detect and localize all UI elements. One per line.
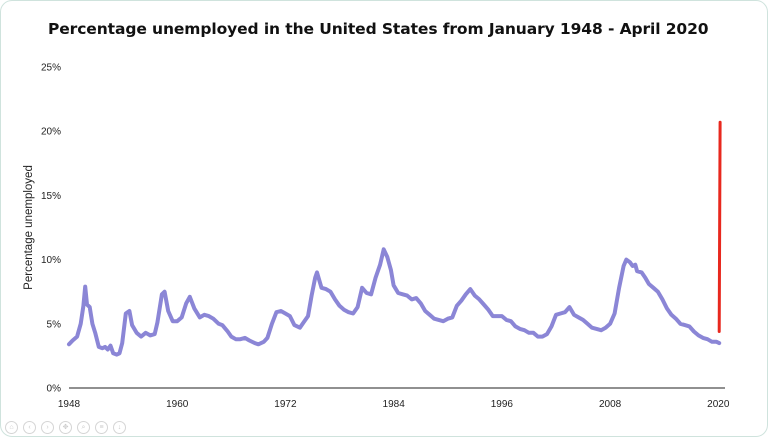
x-tick-label: 1948 <box>58 399 81 410</box>
unemployment-series-line <box>67 247 722 357</box>
config-icon[interactable]: ≡ <box>95 421 108 434</box>
series-group <box>67 120 722 357</box>
x-axis-ticks: 1948 1960 1972 1984 1996 2008 2020 <box>58 399 730 410</box>
pan-icon[interactable]: ✥ <box>59 421 72 434</box>
x-tick-label: 1996 <box>491 399 514 410</box>
y-tick-label: 10% <box>41 255 61 266</box>
x-tick-label: 1960 <box>166 399 189 410</box>
y-tick-label: 25% <box>41 63 61 74</box>
y-axis-label: Percentage unemployed <box>23 165 35 290</box>
y-tick-label: 15% <box>41 191 61 202</box>
back-icon[interactable]: ‹ <box>23 421 36 434</box>
x-tick-label: 1984 <box>383 399 406 410</box>
x-tick-label: 2008 <box>599 399 622 410</box>
y-tick-label: 5% <box>47 319 62 330</box>
y-tick-label: 20% <box>41 127 61 138</box>
forward-icon[interactable]: › <box>41 421 54 434</box>
x-tick-label: 2020 <box>707 399 730 410</box>
save-icon[interactable]: ↓ <box>113 421 126 434</box>
home-icon[interactable]: ⌂ <box>5 421 18 434</box>
y-tick-label: 0% <box>47 384 62 395</box>
x-tick-label: 1972 <box>274 399 297 410</box>
chart-toolbar: ⌂ ‹ › ✥ ⌕ ≡ ↓ <box>5 421 126 434</box>
y-axis-ticks: 0% 5% 10% 15% 20% 25% <box>41 63 61 395</box>
chart-title: Percentage unemployed in the United Stat… <box>48 20 709 38</box>
covid-spike-series-line <box>717 120 722 333</box>
zoom-icon[interactable]: ⌕ <box>77 421 90 434</box>
